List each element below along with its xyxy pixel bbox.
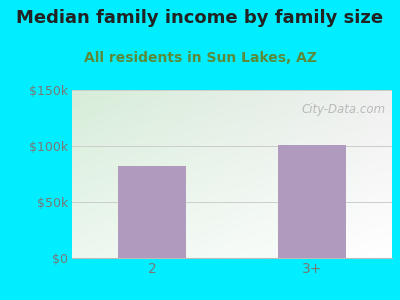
Text: Median family income by family size: Median family income by family size xyxy=(16,9,384,27)
Bar xyxy=(278,145,346,258)
Text: City-Data.com: City-Data.com xyxy=(302,103,386,116)
Text: All residents in Sun Lakes, AZ: All residents in Sun Lakes, AZ xyxy=(84,51,316,65)
Bar xyxy=(118,166,186,258)
